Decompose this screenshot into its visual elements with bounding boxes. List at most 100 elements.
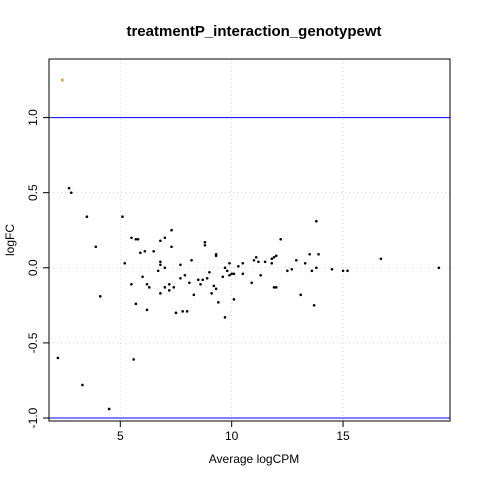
data-point <box>132 358 135 361</box>
data-point <box>141 275 144 279</box>
data-point <box>315 266 318 270</box>
data-point <box>174 311 178 315</box>
data-point <box>123 261 127 265</box>
data-point <box>317 252 320 256</box>
data-point <box>312 304 316 307</box>
data-point <box>232 272 236 276</box>
data-point <box>346 269 349 273</box>
data-point <box>192 293 196 297</box>
data-point <box>139 251 142 255</box>
data-point <box>290 267 294 271</box>
data-point <box>274 286 278 289</box>
data-point <box>152 249 156 253</box>
threshold-lines <box>49 117 450 419</box>
data-point <box>94 245 98 249</box>
data-point <box>159 263 162 267</box>
data-point <box>147 286 151 289</box>
data-point <box>156 269 160 273</box>
data-point <box>272 286 276 289</box>
data-point <box>159 239 162 243</box>
data-point <box>254 255 258 259</box>
data-point <box>208 270 211 274</box>
x-axis: 5 10 15 <box>117 421 350 443</box>
y-axis: -1.0 -0.5 0.0 0.5 1.0 <box>26 109 49 428</box>
data-point <box>121 215 124 219</box>
data-point <box>67 186 71 190</box>
data-point <box>134 302 138 306</box>
data-point <box>303 261 307 265</box>
data-point <box>279 237 282 241</box>
data-point <box>250 281 254 285</box>
data-point <box>221 275 225 279</box>
data-point <box>183 273 187 277</box>
data-point <box>159 260 162 264</box>
data-point <box>163 266 167 270</box>
data-point <box>170 245 173 249</box>
data-point <box>145 308 149 312</box>
data-point <box>294 258 298 262</box>
data-point <box>130 236 133 240</box>
data-point <box>143 249 147 253</box>
data-point <box>188 281 191 285</box>
data-point <box>228 261 231 265</box>
data-point <box>159 292 162 295</box>
data-point <box>270 261 274 265</box>
data-point <box>185 310 189 313</box>
x-axis-label: Average logCPM <box>209 452 300 466</box>
y-tick-label: 0.5 <box>26 184 40 201</box>
data-point <box>168 289 171 292</box>
data-point <box>270 257 274 261</box>
chart-title: treatmentP_interaction_genotypewt <box>126 23 381 40</box>
x-tick-label: 5 <box>117 429 124 443</box>
data-point <box>214 254 218 258</box>
data-point <box>203 243 207 247</box>
data-point <box>223 266 227 270</box>
data-points <box>56 78 441 411</box>
data-point <box>212 284 216 288</box>
data-point <box>214 287 218 291</box>
data-point <box>230 272 233 276</box>
data-point <box>286 269 289 273</box>
data-point <box>272 255 276 259</box>
grid <box>49 59 450 421</box>
data-point <box>134 237 138 241</box>
data-point <box>163 236 167 240</box>
y-axis-label: logFC <box>3 224 17 256</box>
data-point <box>136 237 140 241</box>
data-point <box>259 273 262 277</box>
data-point <box>203 240 207 244</box>
data-point <box>232 298 236 301</box>
data-point <box>61 78 64 82</box>
x-tick-label: 10 <box>225 429 239 443</box>
data-point <box>81 383 84 387</box>
data-point <box>330 267 334 271</box>
data-point <box>163 286 167 289</box>
data-point <box>241 272 245 276</box>
data-point <box>168 283 171 286</box>
data-point <box>201 278 205 282</box>
data-point <box>170 228 173 232</box>
data-point <box>252 258 256 262</box>
data-point <box>56 356 60 360</box>
y-tick-label: -0.5 <box>26 332 40 353</box>
data-point <box>341 269 345 273</box>
data-point <box>223 316 227 319</box>
data-point <box>299 293 303 297</box>
data-point <box>145 283 149 286</box>
data-point <box>85 215 89 219</box>
data-point <box>210 292 213 295</box>
data-point <box>98 295 102 298</box>
data-point <box>107 407 111 411</box>
data-point <box>310 269 314 273</box>
data-point <box>130 283 133 286</box>
data-point <box>257 260 260 264</box>
data-point <box>315 219 318 223</box>
data-point <box>205 277 209 280</box>
x-tick-label: 15 <box>336 429 350 443</box>
data-point <box>241 261 245 265</box>
data-point <box>69 191 73 194</box>
y-tick-label: 1.0 <box>26 109 40 126</box>
data-point <box>237 264 240 268</box>
y-tick-label: -1.0 <box>26 407 40 428</box>
